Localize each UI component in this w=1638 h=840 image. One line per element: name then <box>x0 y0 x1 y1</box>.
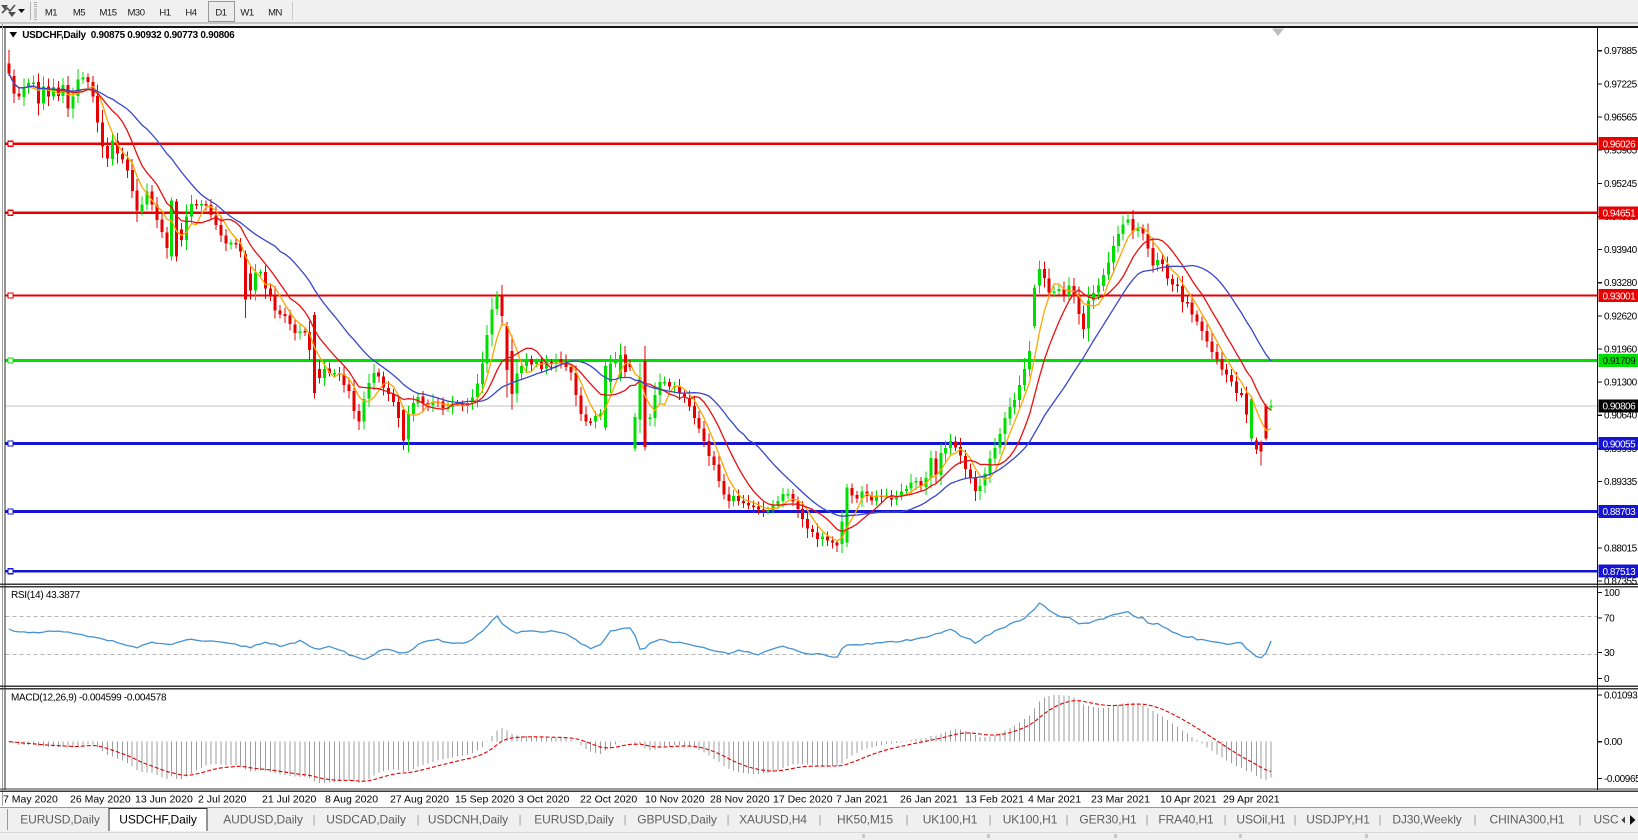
svg-text:0.010933: 0.010933 <box>1604 691 1638 702</box>
svg-text:0.88015: 0.88015 <box>1604 543 1638 554</box>
svg-text:|: | <box>819 814 822 826</box>
svg-text:|: | <box>1294 814 1297 826</box>
svg-text:28 Nov 2020: 28 Nov 2020 <box>710 794 770 806</box>
svg-text:-0.00965: -0.00965 <box>1604 774 1638 785</box>
svg-text:|: | <box>989 814 992 826</box>
svg-text:0.93280: 0.93280 <box>1604 278 1638 289</box>
svg-text:13 Jun 2020: 13 Jun 2020 <box>135 794 193 806</box>
svg-text:UK100,H1: UK100,H1 <box>1003 813 1058 827</box>
svg-text:0.87513: 0.87513 <box>1603 567 1637 578</box>
svg-text:15 Sep 2020: 15 Sep 2020 <box>455 794 515 806</box>
svg-text:17 Dec 2020: 17 Dec 2020 <box>773 794 833 806</box>
svg-text:GBPUSD,Daily: GBPUSD,Daily <box>637 813 717 827</box>
svg-text:|: | <box>1066 814 1069 826</box>
svg-text:0.91960: 0.91960 <box>1604 345 1638 356</box>
svg-text:26 Jan 2021: 26 Jan 2021 <box>900 794 958 806</box>
svg-text:22 Oct 2020: 22 Oct 2020 <box>580 794 637 806</box>
svg-text:W1: W1 <box>240 8 253 19</box>
svg-text:0.89335: 0.89335 <box>1604 477 1638 488</box>
svg-text:4 Mar 2021: 4 Mar 2021 <box>1028 794 1081 806</box>
svg-text:M1: M1 <box>45 8 57 19</box>
svg-text:0.90055: 0.90055 <box>1603 439 1637 450</box>
svg-text:0.96565: 0.96565 <box>1604 113 1638 124</box>
svg-text:RSI(14) 43.3877: RSI(14) 43.3877 <box>11 590 81 601</box>
svg-text:EURUSD,Daily: EURUSD,Daily <box>534 813 614 827</box>
svg-text:USDCHF,Daily 0.90875 0.90932: USDCHF,Daily 0.90875 0.90932 0.90773 0.9… <box>22 30 235 41</box>
svg-text:70: 70 <box>1604 614 1615 625</box>
svg-text:|: | <box>727 814 730 826</box>
svg-text:0.91300: 0.91300 <box>1604 378 1638 389</box>
svg-text:|: | <box>519 814 522 826</box>
svg-text:0.96026: 0.96026 <box>1603 139 1637 150</box>
svg-text:GER30,H1: GER30,H1 <box>1079 813 1137 827</box>
svg-text:H1: H1 <box>159 8 170 19</box>
svg-text:0.97885: 0.97885 <box>1604 46 1638 57</box>
svg-text:29 Apr 2021: 29 Apr 2021 <box>1223 794 1280 806</box>
svg-text:0.95905: 0.95905 <box>1604 146 1638 157</box>
svg-text:UK100,H1: UK100,H1 <box>923 813 978 827</box>
svg-text:MN: MN <box>268 8 282 19</box>
svg-text:EURUSD,Daily: EURUSD,Daily <box>20 813 100 827</box>
svg-text:27 Aug 2020: 27 Aug 2020 <box>390 794 449 806</box>
svg-text:0.91709: 0.91709 <box>1603 356 1637 367</box>
svg-text:|: | <box>906 814 909 826</box>
svg-text:0.97225: 0.97225 <box>1604 79 1638 90</box>
svg-text:|: | <box>624 814 627 826</box>
svg-text:AUDUSD,Daily: AUDUSD,Daily <box>223 813 303 827</box>
svg-text:USDCAD,Daily: USDCAD,Daily <box>326 813 406 827</box>
svg-text:CHINA300,H1: CHINA300,H1 <box>1490 813 1565 827</box>
svg-text:2 Jul 2020: 2 Jul 2020 <box>198 794 247 806</box>
svg-text:0.93001: 0.93001 <box>1603 291 1637 302</box>
svg-text:USDCNH,Daily: USDCNH,Daily <box>428 813 508 827</box>
svg-text:0.93940: 0.93940 <box>1604 245 1638 256</box>
svg-text:USOil,H1: USOil,H1 <box>1236 813 1286 827</box>
svg-text:H4: H4 <box>185 8 196 19</box>
svg-text:13 Feb 2021: 13 Feb 2021 <box>965 794 1024 806</box>
svg-text:|: | <box>417 814 420 826</box>
svg-text:|: | <box>1579 814 1582 826</box>
svg-text:0.90640: 0.90640 <box>1604 411 1638 422</box>
svg-text:0.00: 0.00 <box>1604 737 1623 748</box>
svg-text:0.95245: 0.95245 <box>1604 179 1638 190</box>
svg-text:0.88703: 0.88703 <box>1603 507 1637 518</box>
svg-text:|: | <box>1474 814 1477 826</box>
svg-text:10 Nov 2020: 10 Nov 2020 <box>645 794 705 806</box>
svg-text:|: | <box>1146 814 1149 826</box>
svg-text:|: | <box>313 814 316 826</box>
svg-text:M5: M5 <box>73 8 85 19</box>
svg-text:0.92620: 0.92620 <box>1604 311 1638 322</box>
svg-text:3 Oct 2020: 3 Oct 2020 <box>518 794 570 806</box>
svg-text:MACD(12,26,9) -0.004599 -0.004: MACD(12,26,9) -0.004599 -0.004578 <box>11 692 167 703</box>
svg-text:7 Jan 2021: 7 Jan 2021 <box>836 794 888 806</box>
svg-text:0.94651: 0.94651 <box>1603 209 1637 220</box>
svg-text:0.87355: 0.87355 <box>1604 576 1638 587</box>
svg-text:HK50,M15: HK50,M15 <box>837 813 893 827</box>
svg-text:26 May 2020: 26 May 2020 <box>70 794 131 806</box>
svg-text:23 Mar 2021: 23 Mar 2021 <box>1091 794 1150 806</box>
svg-text:M15: M15 <box>100 8 117 19</box>
svg-text:|: | <box>1224 814 1227 826</box>
svg-text:0: 0 <box>1604 674 1610 685</box>
svg-text:|: | <box>1379 814 1382 826</box>
svg-text:0.90806: 0.90806 <box>1603 402 1637 413</box>
svg-text:M30: M30 <box>128 8 145 19</box>
svg-text:21 Jul 2020: 21 Jul 2020 <box>262 794 316 806</box>
svg-text:7 May 2020: 7 May 2020 <box>3 794 58 806</box>
svg-text:30: 30 <box>1604 648 1615 659</box>
svg-text:USDCHF,Daily: USDCHF,Daily <box>119 813 197 827</box>
svg-text:100: 100 <box>1604 588 1620 599</box>
svg-text:USC: USC <box>1593 813 1618 827</box>
svg-text:FRA40,H1: FRA40,H1 <box>1158 813 1214 827</box>
svg-text:10 Apr 2021: 10 Apr 2021 <box>1160 794 1217 806</box>
svg-text:USDJPY,H1: USDJPY,H1 <box>1306 813 1370 827</box>
svg-text:D1: D1 <box>215 8 226 19</box>
svg-text:DJ30,Weekly: DJ30,Weekly <box>1392 813 1461 827</box>
svg-text:XAUUSD,H4: XAUUSD,H4 <box>739 813 807 827</box>
svg-text:8 Aug 2020: 8 Aug 2020 <box>325 794 378 806</box>
